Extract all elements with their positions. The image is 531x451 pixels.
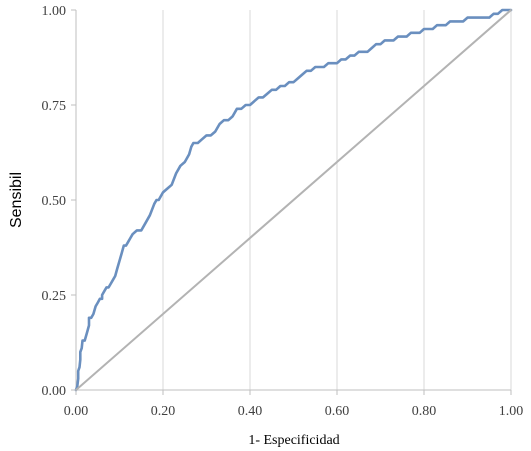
y-tick-label: 1.00	[42, 4, 67, 19]
x-axis-title: 1- Especificidad	[248, 433, 339, 448]
series	[74, 8, 513, 392]
x-tick-label: 0.00	[64, 404, 89, 419]
y-tick-label: 0.00	[42, 384, 67, 399]
axes	[71, 9, 512, 395]
y-tick-label: 0.50	[42, 194, 67, 209]
x-tick-label: 0.60	[325, 404, 350, 419]
reference-diagonal-line	[75, 9, 512, 391]
y-axis-title: Sensibil	[8, 172, 25, 228]
tick-labels: 0.00 0.25 0.50 0.75 1.00 0.00 0.20 0.40 0.60 0.80…	[42, 4, 524, 419]
gridlines	[162, 10, 512, 390]
y-tick-label: 0.25	[42, 289, 67, 304]
x-tick-label: 0.20	[151, 404, 176, 419]
roc-curve-line	[74, 8, 513, 392]
x-tick-label: 0.80	[412, 404, 437, 419]
x-tick-label: 0.40	[238, 404, 263, 419]
y-tick-label: 0.75	[42, 99, 67, 114]
x-tick-label: 1.00	[499, 404, 524, 419]
